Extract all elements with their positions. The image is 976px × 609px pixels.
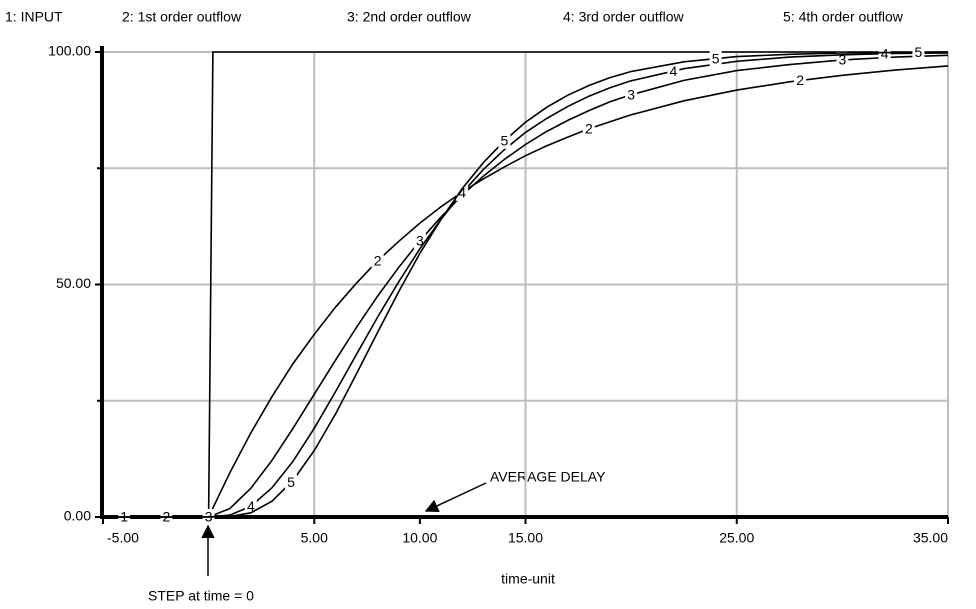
line-label: 4: [669, 63, 677, 79]
line-label-bg: [625, 86, 638, 103]
x-tick-label: 10.00: [402, 530, 437, 546]
x-tick-label: 5.00: [301, 530, 328, 546]
line-label: 3: [416, 232, 424, 248]
line-label-bg: [371, 252, 384, 269]
legend-label: 2: 1st order outflow: [122, 9, 242, 25]
legend-label: 5: 4th order outflow: [783, 9, 904, 25]
line-label-bg: [667, 63, 680, 80]
y-tick-label: 50.00: [56, 275, 91, 291]
line-label: 2: [374, 252, 382, 268]
line-label-bg: [285, 474, 298, 491]
line-label: 5: [500, 133, 508, 149]
annotation-arrow: [424, 482, 487, 512]
line-label: 2: [585, 120, 593, 136]
line-label-bg: [582, 120, 595, 137]
line-label-bg: [709, 50, 722, 67]
line-label-bg: [878, 45, 891, 62]
line-label: 4: [247, 498, 255, 514]
line-label-bg: [836, 51, 849, 68]
y-tick-label: 100.00: [48, 43, 91, 59]
line-label-bg: [456, 184, 469, 201]
line-label-bg: [912, 44, 925, 61]
legend-label: 1: INPUT: [5, 9, 63, 25]
line-label: 4: [458, 185, 466, 201]
line-label: 3: [627, 86, 635, 102]
line-label-bg: [498, 132, 511, 149]
y-tick-label: 0.00: [64, 508, 91, 524]
x-tick-label: 25.00: [719, 530, 754, 546]
series-line: [103, 54, 949, 518]
x-tick-label: -5.00: [107, 530, 139, 546]
x-tick-label: 15.00: [508, 530, 543, 546]
annotation: STEP at time = 0: [148, 588, 254, 604]
line-label: 3: [838, 52, 846, 68]
x-axis-label: time-unit: [501, 571, 555, 587]
legend-label: 4: 3rd order outflow: [563, 9, 685, 25]
legend-label: 3: 2nd order outflow: [347, 9, 472, 25]
annotation: AVERAGE DELAY: [490, 469, 606, 485]
line-label: 5: [287, 474, 295, 490]
x-tick-label: 35.00: [913, 530, 948, 546]
line-label: 5: [915, 44, 923, 60]
line-label-bg: [794, 72, 807, 89]
line-label: 2: [796, 72, 804, 88]
line-label: 5: [712, 50, 720, 66]
